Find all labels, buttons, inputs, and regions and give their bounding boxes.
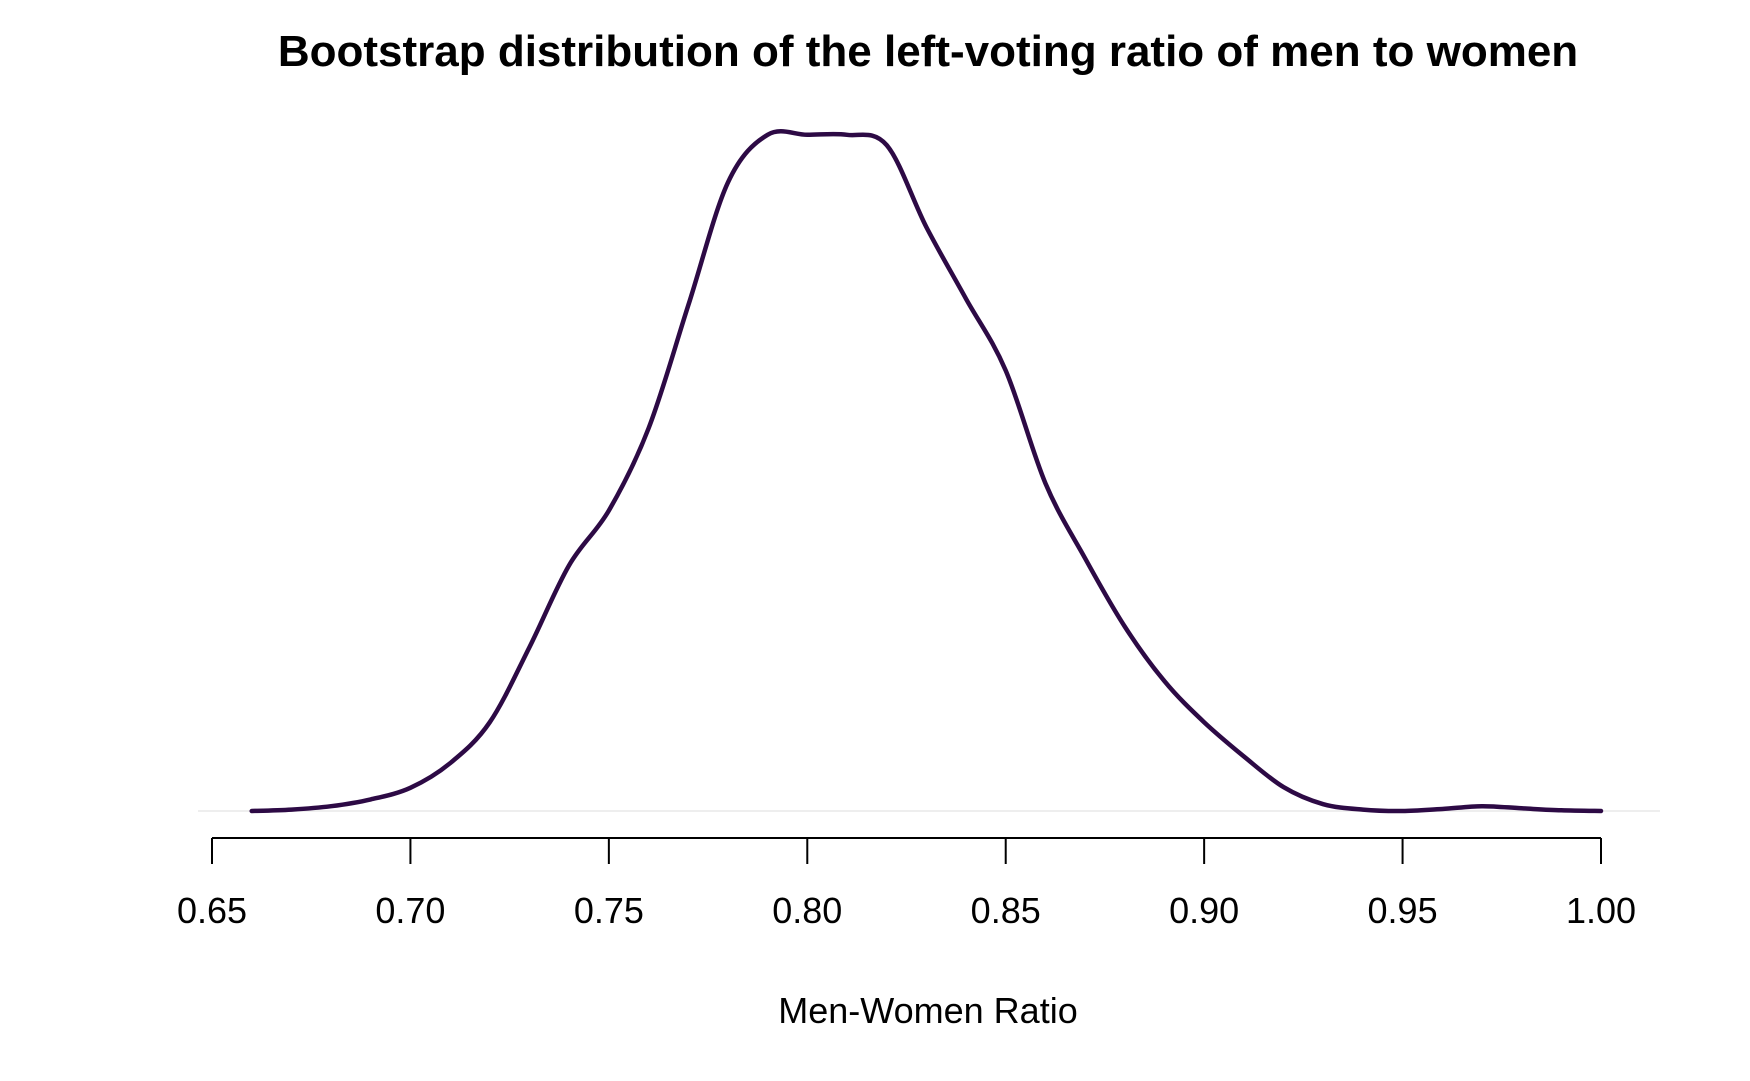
x-tick-label: 0.70 [375,890,445,931]
x-axis: 0.65 0.70 0.75 0.80 0.85 0.90 0.95 1.00 [177,837,1636,931]
x-tick-label: 0.90 [1169,890,1239,931]
x-tick-label: 0.95 [1368,890,1438,931]
x-tick-label: 1.00 [1566,890,1636,931]
x-axis-label: Men-Women Ratio [778,990,1077,1031]
x-tick-label: 0.65 [177,890,247,931]
x-tick-label: 0.85 [971,890,1041,931]
x-tick-label: 0.80 [772,890,842,931]
chart-title: Bootstrap distribution of the left-votin… [278,27,1578,76]
density-curve [249,129,1604,814]
x-tick-label: 0.75 [574,890,644,931]
